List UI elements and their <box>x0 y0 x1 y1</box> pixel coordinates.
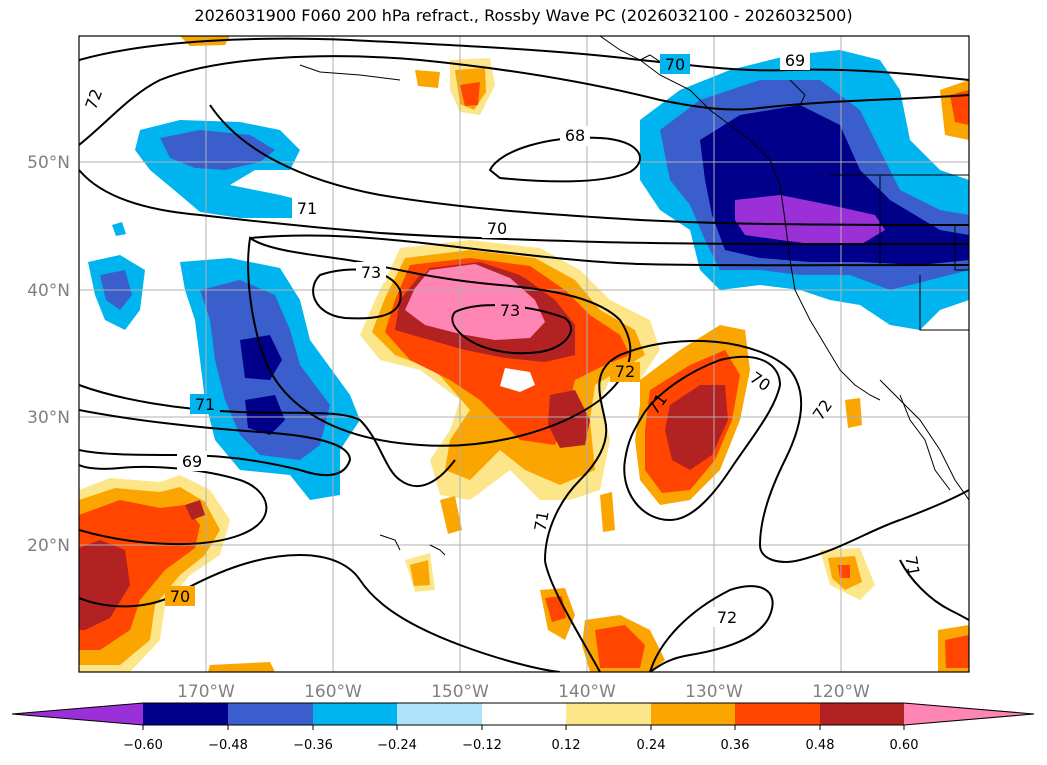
contour-label: 71 <box>195 395 215 414</box>
contour-label: 70 <box>665 55 685 74</box>
latitude-labels: 50°N 40°N 30°N 20°N <box>27 153 70 556</box>
lat-label: 40°N <box>27 281 70 301</box>
colorbar-tick-label: 0.12 <box>552 738 581 753</box>
lon-label: 160°W <box>304 682 362 702</box>
contour-label: 69 <box>182 452 202 471</box>
lon-label: 120°W <box>812 682 870 702</box>
colorbar-tick-label: −0.60 <box>123 738 163 753</box>
colorbar-tick-label: 0.24 <box>637 738 666 753</box>
contour-label: 71 <box>297 199 317 218</box>
lon-label: 150°W <box>431 682 489 702</box>
colorbar-extend-max <box>904 703 1034 725</box>
lat-label: 50°N <box>27 153 70 173</box>
colorbar-tick-label: 0.36 <box>721 738 750 753</box>
lat-label: 30°N <box>27 408 70 428</box>
colorbar-swatch <box>143 703 228 725</box>
lat-label: 20°N <box>27 536 70 556</box>
contour-label: 71 <box>901 554 923 577</box>
colorbar-tick-label: −0.48 <box>208 738 248 753</box>
map-title: 2026031900 F060 200 hPa refract., Rossby… <box>194 6 853 25</box>
colorbar-tick-label: 0.48 <box>806 738 835 753</box>
colorbar-tick-label: 0.60 <box>890 738 919 753</box>
longitude-labels: 170°W 160°W 150°W 140°W 130°W 120°W <box>177 682 870 702</box>
contour-label: 71 <box>530 509 552 532</box>
height-contours <box>79 37 969 672</box>
colorbar-tick-label: −0.12 <box>462 738 502 753</box>
lon-label: 170°W <box>177 682 235 702</box>
contour-label: 73 <box>361 263 381 282</box>
colorbar-swatch <box>566 703 651 725</box>
colorbar-swatch <box>313 703 397 725</box>
map-frame <box>78 35 970 673</box>
lon-label: 130°W <box>685 682 743 702</box>
contour-labels: 72 68 69 71 70 73 73 72 71 70 72 71 69 7… <box>81 50 924 627</box>
colorbar-extend-min <box>12 703 143 725</box>
contour-label: 68 <box>565 126 585 145</box>
lon-label: 140°W <box>558 682 616 702</box>
positive-anomaly-shading <box>79 36 969 672</box>
colorbar-swatch <box>228 703 313 725</box>
colorbar-tick-label: −0.24 <box>377 738 417 753</box>
colorbar-swatch <box>735 703 820 725</box>
contour-label: 70 <box>487 219 507 238</box>
contour-label: 73 <box>500 301 520 320</box>
colorbar-tick-label: −0.36 <box>293 738 333 753</box>
contour-label: 72 <box>615 362 635 381</box>
map-panel: 72 68 69 71 70 73 73 72 71 70 72 71 69 7… <box>79 36 969 672</box>
contour-label: 72 <box>717 608 737 627</box>
colorbar: −0.60 −0.48 −0.36 −0.24 −0.12 0.12 0.24 … <box>11 702 1035 753</box>
colorbar-swatch <box>397 703 482 725</box>
contour-label: 69 <box>785 51 805 70</box>
negative-anomaly-shading <box>88 50 969 500</box>
contour-label: 70 <box>170 587 190 606</box>
colorbar-swatch <box>482 703 566 725</box>
colorbar-swatch <box>651 703 735 725</box>
colorbar-swatch <box>820 703 904 725</box>
